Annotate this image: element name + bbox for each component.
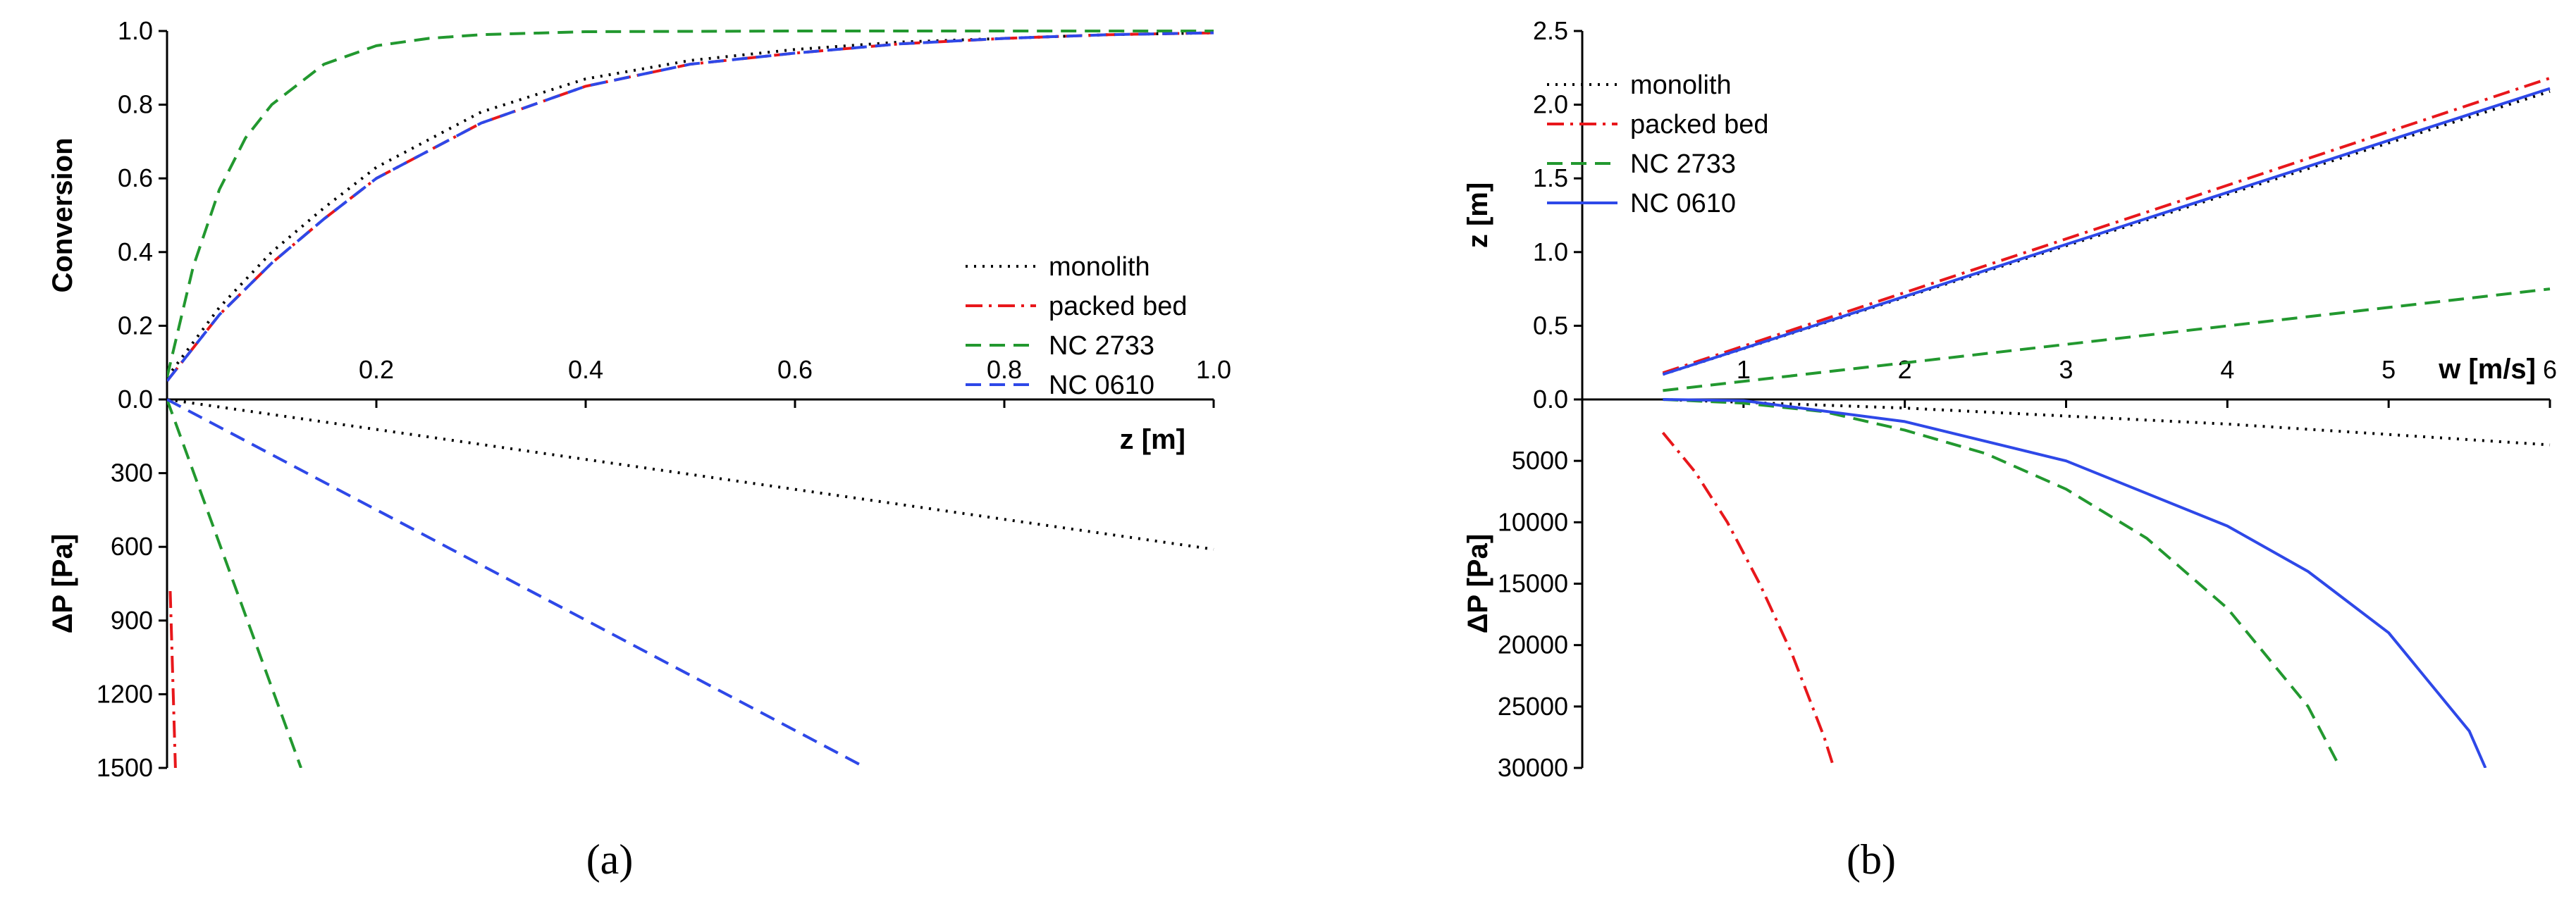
x-tick-label: 0.8 [987,355,1022,384]
top-series-nc-2733 [1663,287,2551,392]
x-tick-label: 5 [2381,355,2396,384]
y-tick-label: 1.0 [118,16,153,45]
chart-panel-a: 0.0 0.2 0.4 0.6 0.8 1.0 300 600 900 1200 1500 0.2 0.… [47,16,1231,782]
y-tick-label: 300 [111,459,153,488]
x-tick-label: 1 [1737,355,1751,384]
x-axis-title: z [m] [1120,424,1185,455]
y-tick-label: 0.4 [118,237,153,266]
y-tick-label: 0.2 [118,311,153,340]
legend-label: NC 0610 [1049,371,1154,400]
x-tick-label: 6 [2543,355,2557,384]
x-tick-label: 2 [1898,355,1912,384]
x-tick-label: 1.0 [1196,355,1231,384]
x-tick-label: 0.4 [568,355,603,384]
x-tick-label: 0.2 [359,355,394,384]
top-series-nc-0610 [1662,87,2551,376]
y-tick-label: 0.0 [118,385,153,414]
x-axis-title: w [m/s] [2438,354,2536,385]
y-tick-label: 2.0 [1533,90,1568,119]
bottom-series-packed-bed [168,590,177,768]
y-tick-label: 2.5 [1533,16,1568,45]
legend-label: monolith [1049,252,1150,282]
legend-label: packed bed [1049,292,1188,321]
top-series-nc-2733 [167,30,1214,378]
top-series-monolith [167,31,1214,378]
y-axis-title-bottom: ΔP [Pa] [1462,534,1493,633]
y-tick-label: 0.0 [1533,385,1568,414]
y-tick-label: 0.8 [118,90,153,119]
legend-label: NC 2733 [1049,331,1154,361]
y-axis-title-top: z [m] [1462,182,1493,248]
y-tick-label: 10000 [1498,507,1568,536]
y-tick-label: 900 [111,606,153,635]
top-series-packed-bed [167,31,1214,383]
y-tick-label: 15000 [1498,569,1568,598]
bottom-series-monolith [167,398,1214,551]
legend-label: NC 0610 [1630,189,1736,218]
legend-label: NC 2733 [1630,149,1736,179]
y-tick-label: 20000 [1498,631,1568,659]
y-axis-title-top: Conversion [47,137,78,292]
legend-label: monolith [1630,70,1732,100]
top-series-packed-bed [1662,77,2551,375]
x-tick-label: 4 [2220,355,2234,384]
top-series-nc-0610 [167,31,1214,383]
bottom-series-nc-0610 [1663,398,2487,768]
x-tick-label: 3 [2059,355,2073,384]
x-tick-label: 0.6 [777,355,813,384]
bottom-series-packed-bed [1661,431,1835,768]
y-axis-title-bottom: ΔP [Pa] [47,534,78,633]
y-tick-label: 600 [111,532,153,561]
y-tick-label: 1500 [97,753,153,782]
bottom-series-nc-0610 [167,398,867,768]
y-tick-label: 5000 [1512,446,1568,475]
y-tick-label: 30000 [1498,753,1568,782]
y-tick-label: 1200 [97,679,153,708]
y-tick-label: 0.5 [1533,311,1568,340]
panel-label-b: (b) [1847,836,1896,883]
y-tick-label: 0.6 [118,163,153,192]
panel-label-a: (a) [586,836,634,883]
bottom-series-nc-2733 [1663,398,2342,768]
chart-panel-b: 0.0 0.5 1.0 1.5 2.0 2.5 5000 10000 15000 20000 250… [1462,16,2557,782]
y-tick-label: 25000 [1498,692,1568,721]
legend-label: packed bed [1630,110,1769,139]
y-tick-label: 1.0 [1533,237,1568,266]
bottom-series-nc-2733 [167,399,302,768]
y-tick-label: 1.5 [1533,163,1568,192]
